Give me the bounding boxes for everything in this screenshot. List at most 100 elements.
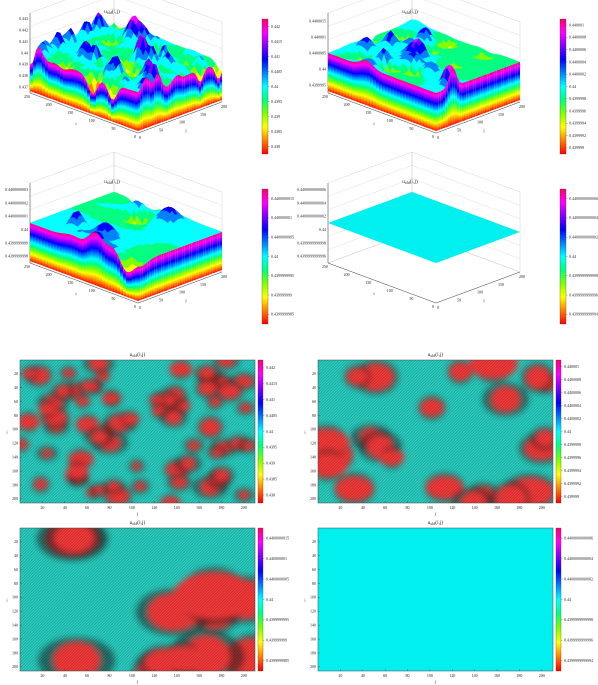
heatmap-field: [20, 528, 255, 671]
i-tick-label: 150: [365, 280, 371, 285]
y-tick-label: 120: [12, 609, 18, 614]
z-tick-label: 0.4400015: [309, 18, 326, 23]
surface-side: [349, 60, 352, 100]
surface-side: [457, 76, 460, 124]
colorbar-label: 0.4399999995: [271, 273, 294, 278]
x-tick-label: 100: [129, 673, 135, 678]
surface-side: [142, 264, 145, 300]
surface-side: [60, 233, 63, 274]
heatmap-contour-texture: [20, 528, 255, 671]
colorbar-label: 0.44: [564, 429, 571, 434]
z-tick-label: 0.4399999998: [5, 254, 28, 259]
surface-side: [117, 253, 120, 295]
surface-side: [403, 80, 406, 120]
surface-side: [219, 232, 222, 271]
plot-frame: [19, 527, 256, 672]
colorbar-label: 0.440001: [564, 364, 579, 369]
x-tick-label: 60: [383, 673, 387, 678]
surface-side: [210, 66, 213, 105]
surface-side: [196, 75, 199, 110]
surface-side: [54, 62, 57, 101]
surface-side: [114, 248, 117, 294]
surface-side: [69, 234, 72, 277]
y-tick-label: 100: [310, 595, 316, 600]
z-tick-label: 0.4399999999998: [297, 240, 326, 245]
surface-side: [87, 82, 90, 114]
j-tick-label: 100: [477, 290, 483, 295]
surface-side: [111, 246, 114, 293]
x-tick-label: 140: [472, 673, 478, 678]
surface-side: [424, 88, 427, 128]
j-tick-label: 0: [437, 305, 439, 310]
y-tick-label: 40: [14, 385, 18, 390]
grid-line: [424, 0, 521, 36]
j-tick-label: 200: [519, 104, 525, 109]
x-tick-label: 40: [63, 673, 67, 678]
surface-side: [475, 77, 478, 117]
j-tick-label: 200: [519, 274, 525, 279]
x-tick-label: 120: [449, 673, 455, 678]
surface-side: [90, 91, 93, 115]
y-tick-label: 180: [12, 650, 18, 655]
i-tick-label: 0: [432, 304, 434, 309]
z-tick-label: 0.4399995: [309, 82, 326, 87]
surface-side: [152, 257, 155, 296]
flat-surface: [328, 192, 520, 263]
x-axis-label: j: [136, 679, 138, 684]
surface-side: [72, 69, 75, 108]
x-tick-label: 20: [40, 505, 44, 510]
y-tick-label: 60: [312, 567, 316, 572]
colorbar-label: 0.4385: [271, 129, 282, 134]
j-tick-label: 50: [457, 297, 461, 302]
surface-side: [440, 90, 443, 130]
surface-side: [105, 84, 108, 120]
surface-side: [177, 74, 180, 117]
surface-side: [96, 232, 99, 287]
chart-title: uold(i,j): [402, 8, 418, 15]
x-tick-label: 120: [151, 673, 157, 678]
surface-side: [346, 59, 349, 99]
surface-side: [376, 68, 379, 110]
surface-side: [334, 55, 337, 95]
colorbar-label: 0.4400006: [569, 47, 586, 52]
surface-side: [182, 245, 185, 285]
colorbar-label: 0.441: [266, 397, 275, 402]
surface-side: [215, 233, 218, 273]
j-tick-label: 0: [139, 305, 141, 310]
x-tick-label: 40: [361, 673, 365, 678]
surface-side: [430, 90, 433, 130]
surface-side: [39, 46, 42, 96]
y-tick-label: 200: [12, 664, 18, 669]
x-tick-label: 180: [516, 673, 522, 678]
surface-side: [42, 227, 45, 267]
colorbar-label: 0.439999: [564, 494, 579, 499]
j-axis-label: j: [482, 298, 484, 303]
colorbar-label: 0.439999: [569, 145, 584, 150]
surface-side: [142, 78, 145, 130]
colorbar-label: 0.4400002: [564, 416, 581, 421]
surface-side: [170, 250, 173, 289]
z-tick-label: 0.441: [19, 39, 28, 44]
z-tick-label: 0.4399999999996: [297, 254, 326, 259]
surface-side: [464, 81, 467, 121]
colorbar-label: 0.4385: [266, 476, 277, 481]
surface-side: [145, 77, 148, 129]
surface-side: [412, 84, 415, 124]
colorbar-label: 0.4400006: [564, 390, 581, 395]
x-tick-label: 60: [85, 673, 89, 678]
y-tick-label: 180: [12, 482, 18, 487]
surface-side: [126, 271, 129, 298]
surface-side: [215, 72, 218, 103]
grid-line: [29, 0, 102, 27]
chart-title: uold(i,j): [402, 178, 418, 185]
x-tick-label: 60: [383, 505, 387, 510]
surface-side: [180, 75, 183, 116]
surface-side: [364, 60, 367, 106]
colorbar-label: 0.4399999999994: [569, 312, 598, 317]
colorbar-label: 0.440001: [569, 22, 584, 27]
x-tick-label: 120: [449, 505, 455, 510]
y-tick-label: 160: [12, 468, 18, 473]
surface-side: [217, 78, 220, 102]
surface-side: [152, 79, 155, 126]
colorbar-label: 0.4399999999998: [564, 617, 593, 622]
